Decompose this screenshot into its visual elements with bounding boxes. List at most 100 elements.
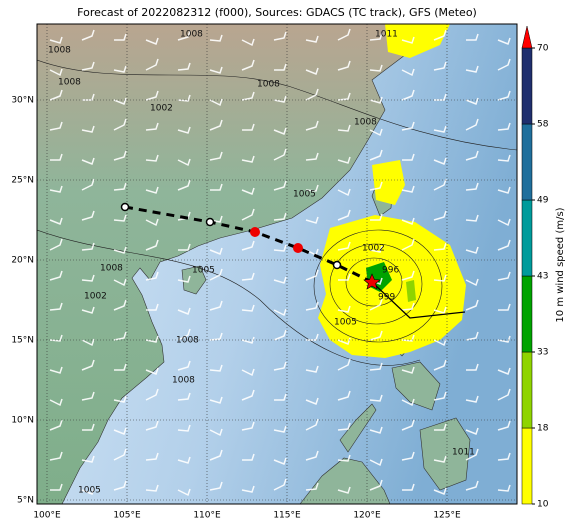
wind-barb xyxy=(113,214,127,222)
wind-barb xyxy=(273,276,287,284)
wind-barb xyxy=(49,419,63,431)
wind-barb xyxy=(369,245,383,253)
wind-barb xyxy=(273,127,287,135)
wind-barb xyxy=(241,336,255,344)
wind-barb xyxy=(50,483,63,491)
wind-barb xyxy=(273,308,287,317)
wind-barb xyxy=(434,93,447,101)
wind-barb xyxy=(81,178,95,191)
wind-barb xyxy=(177,307,191,315)
wind-barb xyxy=(82,423,95,431)
wind-barb xyxy=(465,97,479,105)
map-title: Forecast of 2022082312 (f000), Sources: … xyxy=(77,6,477,19)
wind-barb xyxy=(497,90,511,101)
wind-barb xyxy=(369,128,383,137)
wind-barb xyxy=(177,94,191,102)
isobar-label: 996 xyxy=(382,266,399,276)
wind-barb xyxy=(177,126,191,134)
wind-barb xyxy=(81,210,95,221)
wind-barb xyxy=(369,298,383,311)
wind-barb xyxy=(49,366,63,374)
lat-tick-label: 30°N xyxy=(11,96,34,106)
lat-tick-label: 10°N xyxy=(11,416,34,426)
wind-barb xyxy=(305,301,319,311)
wind-barb xyxy=(433,61,447,71)
wind-barb xyxy=(305,418,319,431)
past-track xyxy=(371,281,466,319)
colorbar-extension xyxy=(521,25,533,49)
colorbar-segment xyxy=(521,199,533,277)
wind-barb xyxy=(114,33,127,41)
wind-barb xyxy=(433,359,447,371)
wind-barb xyxy=(145,37,159,45)
wind-barb xyxy=(465,278,479,287)
wind-barb xyxy=(497,37,511,45)
colorbar-tick-label: 58 xyxy=(537,120,549,130)
current-position xyxy=(363,273,381,290)
wind-barb xyxy=(177,392,191,401)
wind-barb xyxy=(401,366,415,374)
wind-barb xyxy=(337,28,351,41)
isobar-label: 1005 xyxy=(78,486,101,496)
wind-barb xyxy=(177,488,191,497)
wind-barb xyxy=(337,92,351,101)
wind-barb xyxy=(49,121,63,131)
wind-barb xyxy=(49,334,63,342)
lon-tick-label: 125°E xyxy=(433,511,461,521)
colorbar-segment xyxy=(521,47,533,125)
wind-barb xyxy=(209,119,223,131)
wind-barb xyxy=(465,214,479,222)
hainan xyxy=(181,265,207,295)
wind-barb xyxy=(466,33,479,41)
wind-barb xyxy=(145,420,159,431)
wind-core-east xyxy=(406,280,416,302)
track-point xyxy=(205,217,215,227)
wind-barb xyxy=(465,299,479,311)
wind-barb xyxy=(113,65,127,73)
isobar-label: 1011 xyxy=(452,448,475,458)
wind-barb xyxy=(274,393,287,401)
wind-barb xyxy=(145,186,159,194)
wind-barb xyxy=(177,62,191,71)
wind-barb xyxy=(241,38,255,47)
wind-barb xyxy=(49,185,63,193)
lon-tick-label: 100°E xyxy=(33,511,61,521)
wind-barb xyxy=(113,118,127,131)
wind-barb xyxy=(497,239,511,251)
wind-barb xyxy=(209,364,223,372)
wind-barb xyxy=(242,453,255,461)
isobar-label: 1008 xyxy=(180,30,203,40)
wind-barb xyxy=(49,217,63,225)
wind-barb xyxy=(145,367,159,375)
wind-barb xyxy=(81,487,95,495)
wind-barb xyxy=(113,182,127,191)
wind-barb xyxy=(113,246,127,254)
isobar-label: 1011 xyxy=(375,30,398,40)
wind-barb xyxy=(145,239,159,251)
lon-tick-label: 115°E xyxy=(273,511,301,521)
wind-barb xyxy=(369,362,383,371)
wind-barb xyxy=(209,98,223,107)
wind-barb xyxy=(369,394,383,402)
wind-barb xyxy=(209,332,223,341)
wind-barb xyxy=(401,238,415,251)
wind-barb xyxy=(401,334,415,342)
wind-barb xyxy=(497,452,511,461)
wind-barb xyxy=(305,365,319,373)
isobar-label: 1008 xyxy=(176,336,199,346)
wind-barb xyxy=(241,389,255,401)
wind-barb xyxy=(465,331,479,341)
wind-barb xyxy=(113,299,127,311)
wind-barb xyxy=(49,302,63,311)
wind-barb xyxy=(49,398,63,407)
wind-barb xyxy=(305,482,319,491)
wind-barb xyxy=(273,212,287,221)
wind-barb xyxy=(433,487,447,495)
wind-barb xyxy=(241,187,255,195)
wind-barb xyxy=(177,456,191,464)
wind-barb xyxy=(337,241,351,251)
isobar-label: 1008 xyxy=(354,118,377,128)
wind-barb xyxy=(145,58,159,71)
wind-barb xyxy=(177,179,191,191)
